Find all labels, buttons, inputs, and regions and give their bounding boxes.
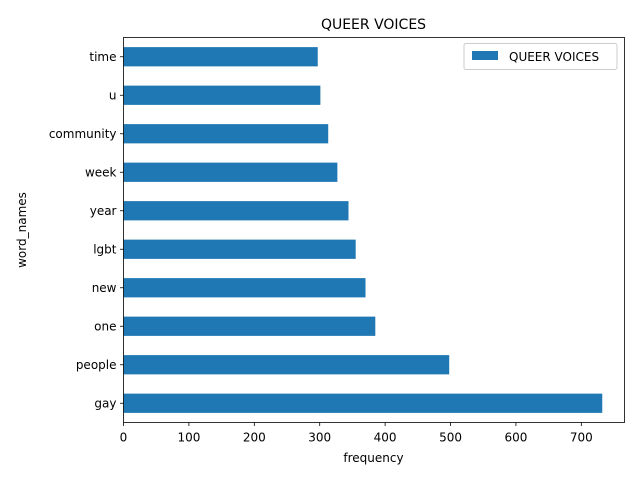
x-tick-label: 300 bbox=[308, 431, 331, 445]
y-tick-label: week bbox=[85, 165, 117, 179]
x-tick-label: 0 bbox=[120, 431, 128, 445]
x-ticks: 0 100 200 300 400 500 600 700 bbox=[120, 422, 593, 445]
x-tick-label: 100 bbox=[177, 431, 200, 445]
bar-week bbox=[123, 162, 338, 182]
bar-u bbox=[123, 85, 321, 105]
y-tick-label: people bbox=[76, 358, 117, 372]
legend: QUEER VOICES bbox=[463, 43, 618, 70]
bar-community bbox=[123, 124, 329, 144]
bars-group bbox=[123, 47, 603, 413]
y-tick-label: lgbt bbox=[93, 242, 117, 256]
bar-new bbox=[123, 278, 366, 298]
plot-frame bbox=[123, 37, 625, 423]
x-tick-label: 400 bbox=[374, 431, 397, 445]
legend-box bbox=[463, 43, 618, 70]
x-axis-label: frequency bbox=[343, 451, 403, 465]
bar-time bbox=[123, 47, 318, 67]
y-tick-label: time bbox=[89, 50, 116, 64]
x-tick-label: 700 bbox=[570, 431, 593, 445]
bar-year bbox=[123, 201, 349, 221]
legend-label: QUEER VOICES bbox=[509, 50, 599, 64]
y-ticks: gay people one new lgbt year week community u tim… bbox=[49, 50, 124, 410]
y-axis-label: word_names bbox=[15, 192, 29, 268]
bar-lgbt bbox=[123, 239, 356, 259]
bar-people bbox=[123, 355, 450, 375]
y-tick-label: new bbox=[92, 281, 117, 295]
bar-gay bbox=[123, 393, 603, 413]
y-tick-label: year bbox=[90, 204, 117, 218]
y-tick-label: community bbox=[49, 127, 117, 141]
y-tick-label: u bbox=[109, 88, 117, 102]
chart-title: QUEER VOICES bbox=[321, 17, 426, 33]
x-tick-label: 600 bbox=[504, 431, 527, 445]
bar-one bbox=[123, 316, 376, 336]
x-tick-label: 200 bbox=[243, 431, 266, 445]
x-tick-label: 500 bbox=[439, 431, 462, 445]
y-tick-label: one bbox=[94, 319, 116, 333]
legend-swatch bbox=[472, 51, 498, 60]
y-tick-label: gay bbox=[94, 396, 116, 410]
